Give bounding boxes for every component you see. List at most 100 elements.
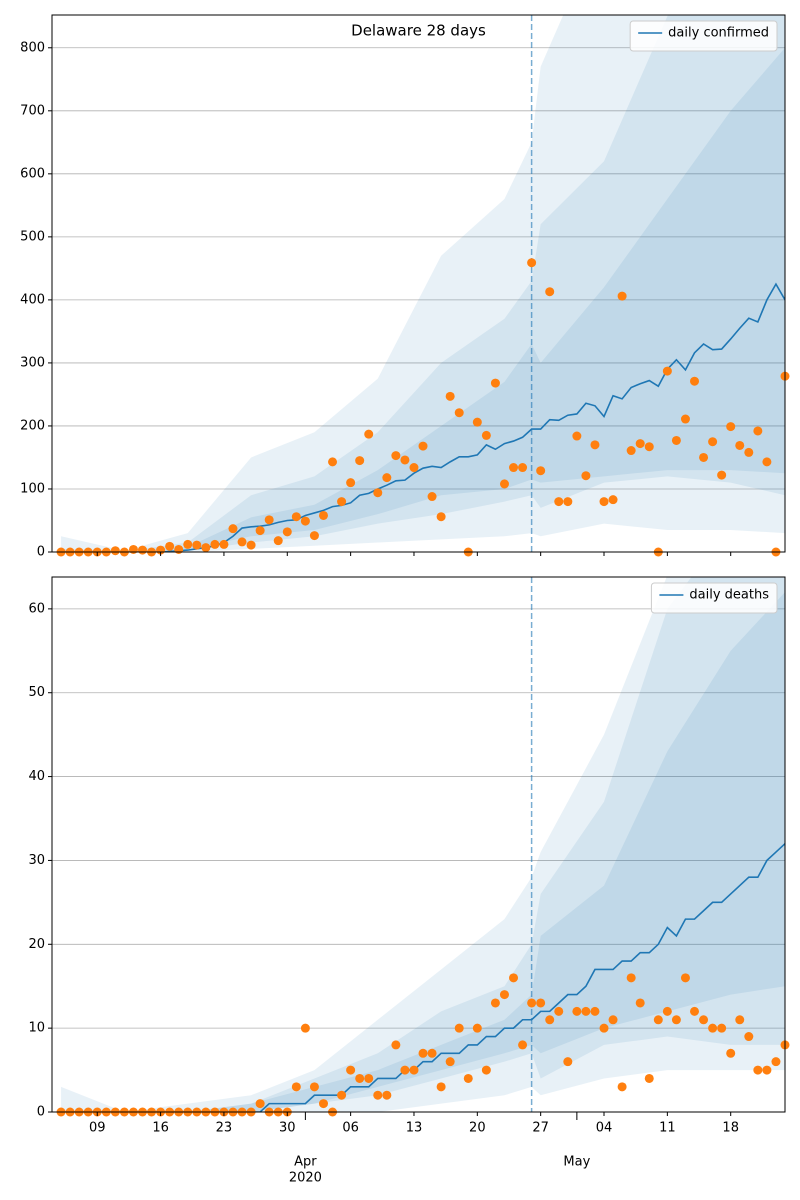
observed-point [472, 417, 482, 427]
observed-point [671, 1015, 681, 1025]
observed-point [572, 431, 582, 441]
observed-point [228, 524, 238, 534]
observed-point [762, 457, 772, 467]
y-tick-label: 0 [37, 1105, 45, 1120]
observed-point [481, 1065, 491, 1075]
x-tick-label: 27 [532, 1121, 549, 1136]
observed-point [373, 1090, 383, 1100]
observed-point [364, 1073, 374, 1083]
observed-point [635, 998, 645, 1008]
confidence-band [61, 592, 785, 1112]
x-month-label: Apr [294, 1155, 317, 1170]
x-month-label: May [563, 1155, 590, 1170]
observed-point [644, 442, 654, 452]
observed-point [364, 429, 374, 439]
observed-point [291, 1082, 301, 1092]
observed-point [590, 440, 600, 450]
observed-point [445, 1057, 455, 1067]
y-tick-label: 800 [20, 40, 45, 55]
observed-point [572, 1006, 582, 1016]
observed-point [318, 510, 328, 520]
observed-point [671, 435, 681, 445]
observed-point [744, 447, 754, 457]
observed-point [300, 516, 310, 526]
observed-point [264, 515, 274, 525]
observed-point [726, 1048, 736, 1058]
series-line [61, 843, 785, 1112]
axes-frame [51, 14, 786, 553]
observed-point [174, 544, 184, 554]
observed-point [708, 437, 718, 447]
observed-point [581, 1006, 591, 1016]
observed-point [391, 451, 401, 461]
observed-point [518, 1040, 528, 1050]
x-tick-label: 13 [406, 1121, 423, 1136]
chart-title: Delaware 28 days [351, 22, 486, 40]
observed-point [545, 1015, 555, 1025]
observed-point [472, 1023, 482, 1033]
observed-point [219, 539, 229, 549]
y-tick-label: 20 [28, 937, 45, 952]
x-year-label: 2020 [289, 1171, 322, 1186]
observed-point [454, 408, 464, 418]
observed-point [527, 258, 537, 268]
y-tick-label: 30 [28, 853, 45, 868]
y-tick-label: 100 [20, 481, 45, 496]
observed-point [617, 1082, 627, 1092]
observed-point [454, 1023, 464, 1033]
x-tick-label: 06 [342, 1121, 359, 1136]
plot-area [61, 577, 785, 1112]
legend-box [650, 582, 778, 614]
x-tick-label: 18 [722, 1121, 739, 1136]
observed-point [608, 495, 618, 505]
x-tick-label: 04 [596, 1121, 613, 1136]
observed-point [617, 291, 627, 301]
observed-point [545, 287, 555, 297]
observed-point [427, 492, 437, 502]
observed-point [201, 543, 211, 553]
x-tick-label: 30 [279, 1121, 296, 1136]
observed-point [753, 1065, 763, 1075]
observed-point [183, 539, 193, 549]
y-tick-label: 500 [20, 229, 45, 244]
observed-point [744, 1032, 754, 1042]
observed-point [662, 1006, 672, 1016]
observed-point [626, 446, 636, 456]
observed-point [318, 1099, 328, 1109]
axes-frame [51, 576, 786, 1113]
observed-point [300, 1023, 310, 1033]
observed-point [653, 1015, 663, 1025]
observed-point [509, 463, 519, 473]
legend-label: daily confirmed [668, 26, 769, 41]
observed-point [581, 471, 591, 481]
confidence-band [61, 15, 785, 552]
observed-point [337, 1090, 347, 1100]
observed-point [699, 452, 709, 462]
observed-point [599, 1023, 609, 1033]
observed-point [346, 478, 356, 488]
legend-label: daily deaths [689, 588, 769, 603]
observed-point [490, 378, 500, 388]
observed-point [644, 1073, 654, 1083]
plot-area [61, 15, 785, 552]
observed-point [427, 1048, 437, 1058]
observed-point [210, 539, 220, 549]
y-tick-label: 50 [28, 685, 45, 700]
y-tick-label: 400 [20, 292, 45, 307]
x-tick-label: 16 [152, 1121, 169, 1136]
observed-point [536, 466, 546, 476]
observed-point [590, 1006, 600, 1016]
observed-point [328, 457, 338, 467]
observed-point [418, 441, 428, 451]
observed-point [436, 1082, 446, 1092]
observed-point [680, 414, 690, 424]
observed-point [708, 1023, 718, 1033]
observed-point [509, 973, 519, 983]
observed-point [400, 1065, 410, 1075]
observed-point [463, 1073, 473, 1083]
observed-point [137, 545, 147, 555]
observed-point [680, 973, 690, 983]
observed-point [753, 426, 763, 436]
observed-point [499, 479, 509, 489]
observed-point [554, 497, 564, 507]
